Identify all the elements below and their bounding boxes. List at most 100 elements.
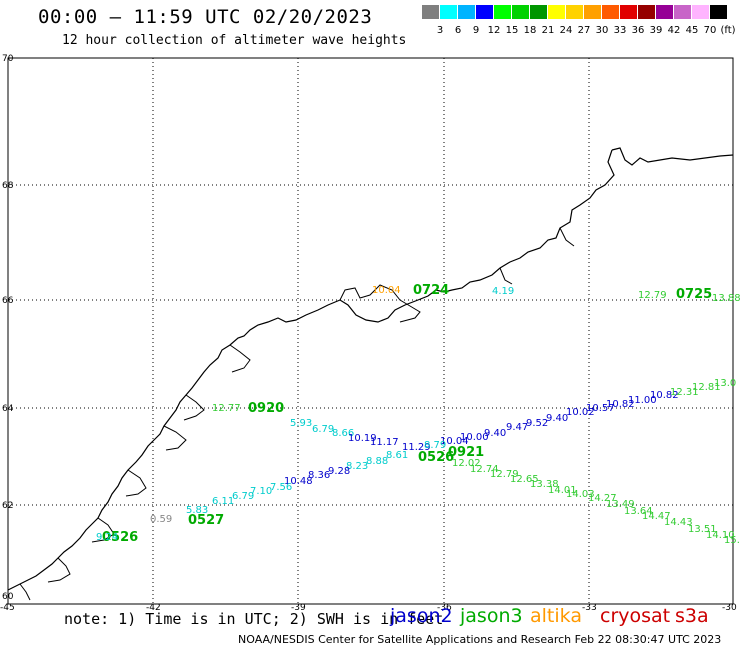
colorbar-swatch [674, 5, 691, 19]
swh-label: 14.03 [566, 489, 595, 500]
track-time-label: 0526 [102, 530, 138, 545]
lat-tick-label: 66 [2, 296, 14, 306]
track-time-label: 0724 [413, 283, 449, 298]
lat-tick-label: 62 [2, 501, 13, 511]
colorbar-label: (ft) [720, 25, 736, 36]
swh-label: 0.59 [150, 514, 172, 525]
swh-label: 12.79 [490, 469, 519, 480]
lon-tick-label: -45 [0, 603, 15, 613]
swh-label: 8.66 [332, 428, 354, 439]
track-0921: 10.04 10.00 9.40 9.47 9.52 9.40 10.02 10… [440, 378, 736, 460]
swh-label: 10.04 [372, 285, 401, 296]
swh-label: 8.79 [424, 440, 446, 451]
swh-label: 5.93 [290, 418, 312, 429]
swh-label: 9.47 [506, 422, 528, 433]
swh-label: 9.28 [328, 466, 350, 477]
swh-label: 9.40 [484, 428, 506, 439]
swh-label: 8.88 [366, 456, 388, 467]
greenland-coastline [7, 147, 734, 591]
swh-label: 10.57 [586, 403, 615, 414]
swh-label: 13.0 [714, 378, 736, 389]
credit-line: NOAA/NESDIS Center for Satellite Applica… [238, 633, 722, 646]
swh-label: 6.11 [212, 496, 234, 507]
colorbar-label: 70 [703, 25, 717, 36]
legend-s3a: s3a [675, 605, 709, 627]
track-0920: 12.77 0920 [212, 401, 284, 416]
lon-tick-label: -36 [437, 603, 452, 613]
colorbar-swatch [656, 5, 673, 19]
swh-label: 10.48 [284, 476, 313, 487]
legend-jason2: jason2 [390, 605, 453, 627]
colorbar-label: 9 [472, 25, 480, 36]
swh-label: 12.79 [638, 290, 667, 301]
colorbar-swatch [638, 5, 655, 19]
swh-label: 11.17 [370, 437, 399, 448]
swh-label: 9.52 [526, 418, 548, 429]
swh-label: 12.74 [470, 464, 499, 475]
lat-tick-label: 64 [2, 404, 14, 414]
colorbar-label: 3 [436, 25, 444, 36]
colorbar-label: 12 [487, 25, 501, 36]
map-frame [7, 57, 734, 605]
colorbar-swatch [584, 5, 601, 19]
colorbar-swatch [602, 5, 619, 19]
swh-label: 14.01 [548, 485, 577, 496]
map-title: 00:00 – 11:59 UTC 02/20/2023 [38, 6, 373, 28]
swh-label: 4.19 [492, 286, 514, 297]
colorbar-label: 21 [541, 25, 555, 36]
colorbar-label: 42 [667, 25, 681, 36]
colorbar-label: 24 [559, 25, 573, 36]
swh-label: 6.79 [312, 424, 334, 435]
colorbar-swatch [548, 5, 565, 19]
track-time-label: 0920 [248, 401, 284, 416]
swh-label: 10.04 [440, 436, 469, 447]
colorbar-label: 36 [631, 25, 645, 36]
coastline-fjords [19, 227, 575, 601]
track-0724: 10.04 0724 4.19 [372, 283, 514, 298]
colorbar-swatch [566, 5, 583, 19]
colorbar-label: 30 [595, 25, 609, 36]
swh-label: 5.83 [186, 505, 208, 516]
colorbar-swatch [476, 5, 493, 19]
map-subtitle: 12 hour collection of altimeter wave hei… [62, 33, 407, 48]
lon-tick-label: -30 [722, 603, 737, 613]
colorbar-label: 33 [613, 25, 627, 36]
lat-tick-label: 70 [2, 54, 14, 64]
lon-tick-label: -42 [146, 603, 161, 613]
swh-label: 10.02 [566, 407, 595, 418]
swh-label: 13.88 [712, 293, 740, 304]
lon-tick-label: -33 [582, 603, 597, 613]
track-time-label: 0526 [418, 450, 454, 465]
colorbar-swatch [692, 5, 709, 19]
colorbar-swatch [494, 5, 511, 19]
swh-label: 10.82 [606, 399, 635, 410]
colorbar-label: 39 [649, 25, 663, 36]
lat-tick-label: 60 [2, 592, 14, 602]
swh-label: 12.65 [510, 474, 539, 485]
legend-jason3: jason3 [460, 605, 523, 627]
lon-tick-label: -39 [291, 603, 306, 613]
swh-label: 7.10 [250, 486, 272, 497]
swh-label: 10.00 [460, 432, 489, 443]
track-0725: 12.79 0725 13.88 [638, 287, 740, 304]
colorbar-swatch [512, 5, 529, 19]
track-time-label: 0725 [676, 287, 712, 302]
swh-label: 9.40 [546, 413, 568, 424]
track-time-label: 0921 [448, 445, 484, 460]
colorbar-swatch [458, 5, 475, 19]
swh-label: 9.24 [96, 532, 118, 543]
swh-label: 14.43 [664, 517, 693, 528]
swh-label: 11.29 [402, 442, 431, 453]
colorbar-swatch [440, 5, 457, 19]
legend-cryosat: cryosat [600, 605, 671, 627]
swh-label: 12.77 [212, 403, 241, 414]
swh-label: 10.82 [650, 390, 679, 401]
swh-label: 13.51 [688, 524, 717, 535]
swh-label: 12.02 [452, 458, 481, 469]
swh-label: 7.56 [270, 482, 292, 493]
footnote: note: 1) Time is in UTC; 2) SWH is in fe… [64, 610, 444, 628]
swh-label: 11.00 [628, 395, 657, 406]
swh-label: 12.31 [670, 387, 699, 398]
colorbar-label: 15 [505, 25, 519, 36]
swh-label: 15. [724, 535, 740, 546]
